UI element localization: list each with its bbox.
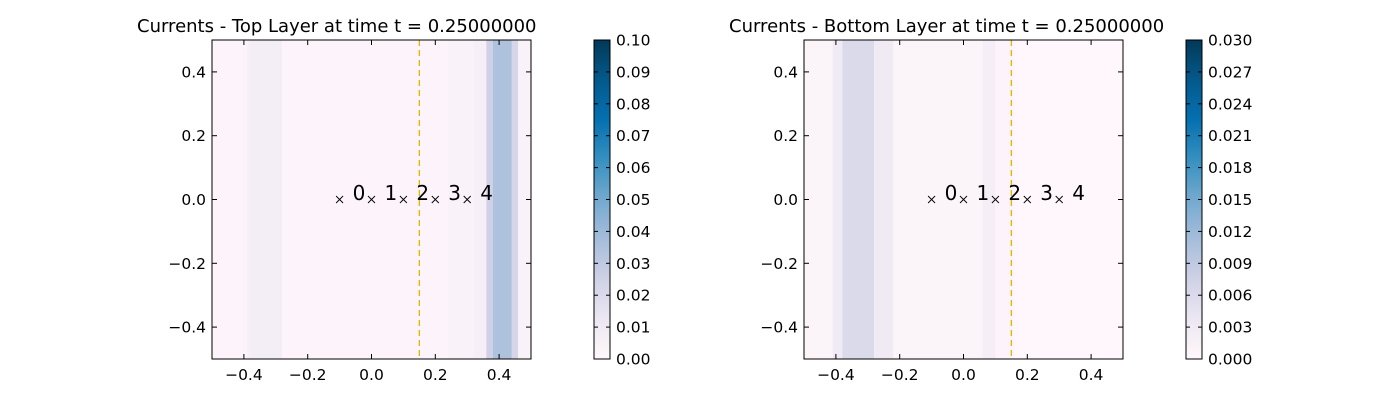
heatmap-band bbox=[995, 40, 1015, 359]
heatmap-band bbox=[282, 40, 449, 359]
colorbar-tick-label: 0.021 bbox=[1208, 127, 1252, 145]
colorbar-tick-label: 0.02 bbox=[616, 287, 651, 305]
marker-x bbox=[927, 195, 936, 204]
y-tick-label: 0.4 bbox=[773, 63, 798, 81]
heatmap-band bbox=[247, 40, 251, 359]
marker-label: 0 bbox=[945, 181, 958, 205]
heatmap-band bbox=[842, 40, 875, 359]
marker-x bbox=[1055, 195, 1064, 204]
heatmap-band bbox=[492, 40, 512, 359]
marker-stroke bbox=[367, 195, 376, 204]
x-tick-label: 0.4 bbox=[487, 366, 512, 384]
marker-x bbox=[367, 195, 376, 204]
marker-label: 1 bbox=[977, 181, 990, 205]
colorbar-tick-label: 0.006 bbox=[1208, 287, 1252, 305]
marker-stroke bbox=[927, 195, 936, 204]
x-tick-label: −0.4 bbox=[817, 366, 855, 384]
marker-label: 2 bbox=[416, 181, 429, 205]
colorbar-fill bbox=[1186, 40, 1202, 359]
marker-label: 0 bbox=[353, 181, 366, 205]
heatmap-band bbox=[212, 40, 248, 359]
y-tick-label: 0.4 bbox=[181, 63, 206, 81]
colorbar-tick-label: 0.015 bbox=[1208, 191, 1252, 209]
heatmap-band bbox=[250, 40, 283, 359]
heatmap-band bbox=[518, 40, 531, 359]
colorbar-fill bbox=[594, 40, 610, 359]
colorbar-tick-label: 0.012 bbox=[1208, 223, 1252, 241]
x-tick-label: −0.4 bbox=[225, 366, 263, 384]
colorbar-tick-label: 0.04 bbox=[616, 223, 651, 241]
marker-x bbox=[991, 195, 1000, 204]
marker-label: 2 bbox=[1008, 181, 1021, 205]
marker-label: 3 bbox=[1040, 181, 1053, 205]
y-tick-label: −0.2 bbox=[760, 255, 798, 273]
colorbar-tick-label: 0.00 bbox=[616, 351, 651, 369]
y-tick-label: 0.0 bbox=[181, 191, 206, 209]
heatmap-band bbox=[874, 40, 894, 359]
colorbar-tick-label: 0.009 bbox=[1208, 255, 1252, 273]
marker-x bbox=[399, 195, 408, 204]
x-tick-label: 0.2 bbox=[423, 366, 448, 384]
y-tick-label: −0.2 bbox=[168, 255, 206, 273]
marker-label: 4 bbox=[480, 181, 493, 205]
chart-title: Currents - Bottom Layer at time t = 0.25… bbox=[729, 16, 1164, 37]
heatmap-band bbox=[511, 40, 519, 359]
x-tick-label: −0.2 bbox=[881, 366, 919, 384]
heatmap-band bbox=[473, 40, 487, 359]
y-tick-label: 0.0 bbox=[773, 191, 798, 209]
x-tick-label: 0.0 bbox=[951, 366, 976, 384]
x-tick-label: 0.0 bbox=[359, 366, 384, 384]
marker-stroke bbox=[959, 195, 968, 204]
y-tick-label: −0.4 bbox=[168, 319, 206, 337]
x-tick-label: 0.4 bbox=[1079, 366, 1104, 384]
marker-x bbox=[1023, 195, 1032, 204]
marker-stroke bbox=[399, 195, 408, 204]
colorbar-tick-label: 0.05 bbox=[616, 191, 651, 209]
marker-x bbox=[959, 195, 968, 204]
colorbar-tick-label: 0.018 bbox=[1208, 159, 1252, 177]
marker-stroke bbox=[431, 195, 440, 204]
heatmap-band bbox=[893, 40, 983, 359]
marker-x bbox=[463, 195, 472, 204]
x-tick-label: −0.2 bbox=[289, 366, 327, 384]
colorbar-tick-label: 0.03 bbox=[616, 255, 651, 273]
heatmap-band bbox=[982, 40, 996, 359]
colorbar-tick-label: 0.01 bbox=[616, 319, 651, 337]
heatmap-band bbox=[448, 40, 474, 359]
marker-stroke bbox=[335, 195, 344, 204]
heatmap-band bbox=[832, 40, 843, 359]
y-tick-label: 0.2 bbox=[181, 127, 206, 145]
x-tick-label: 0.2 bbox=[1015, 366, 1040, 384]
marker-label: 4 bbox=[1072, 181, 1085, 205]
colorbar-tick-label: 0.027 bbox=[1208, 63, 1252, 81]
colorbar-tick-label: 0.003 bbox=[1208, 319, 1252, 337]
colorbar-tick-label: 0.09 bbox=[616, 63, 651, 81]
y-tick-label: 0.2 bbox=[773, 127, 798, 145]
colorbar-tick-label: 0.10 bbox=[616, 32, 651, 50]
colorbar-tick-label: 0.024 bbox=[1208, 95, 1252, 113]
chart-title: Currents - Top Layer at time t = 0.25000… bbox=[137, 16, 537, 37]
heatmap-band bbox=[486, 40, 493, 359]
marker-x bbox=[335, 195, 344, 204]
colorbar-tick-label: 0.08 bbox=[616, 95, 651, 113]
marker-label: 3 bbox=[448, 181, 461, 205]
marker-stroke bbox=[991, 195, 1000, 204]
heatmap-band bbox=[1014, 40, 1123, 359]
colorbar-tick-label: 0.030 bbox=[1208, 32, 1252, 50]
marker-x bbox=[431, 195, 440, 204]
colorbar-tick-label: 0.06 bbox=[616, 159, 651, 177]
y-tick-label: −0.4 bbox=[760, 319, 798, 337]
marker-stroke bbox=[463, 195, 472, 204]
marker-stroke bbox=[1055, 195, 1064, 204]
marker-stroke bbox=[1023, 195, 1032, 204]
marker-label: 1 bbox=[385, 181, 398, 205]
colorbar-tick-label: 0.07 bbox=[616, 127, 651, 145]
colorbar-tick-label: 0.000 bbox=[1208, 351, 1252, 369]
